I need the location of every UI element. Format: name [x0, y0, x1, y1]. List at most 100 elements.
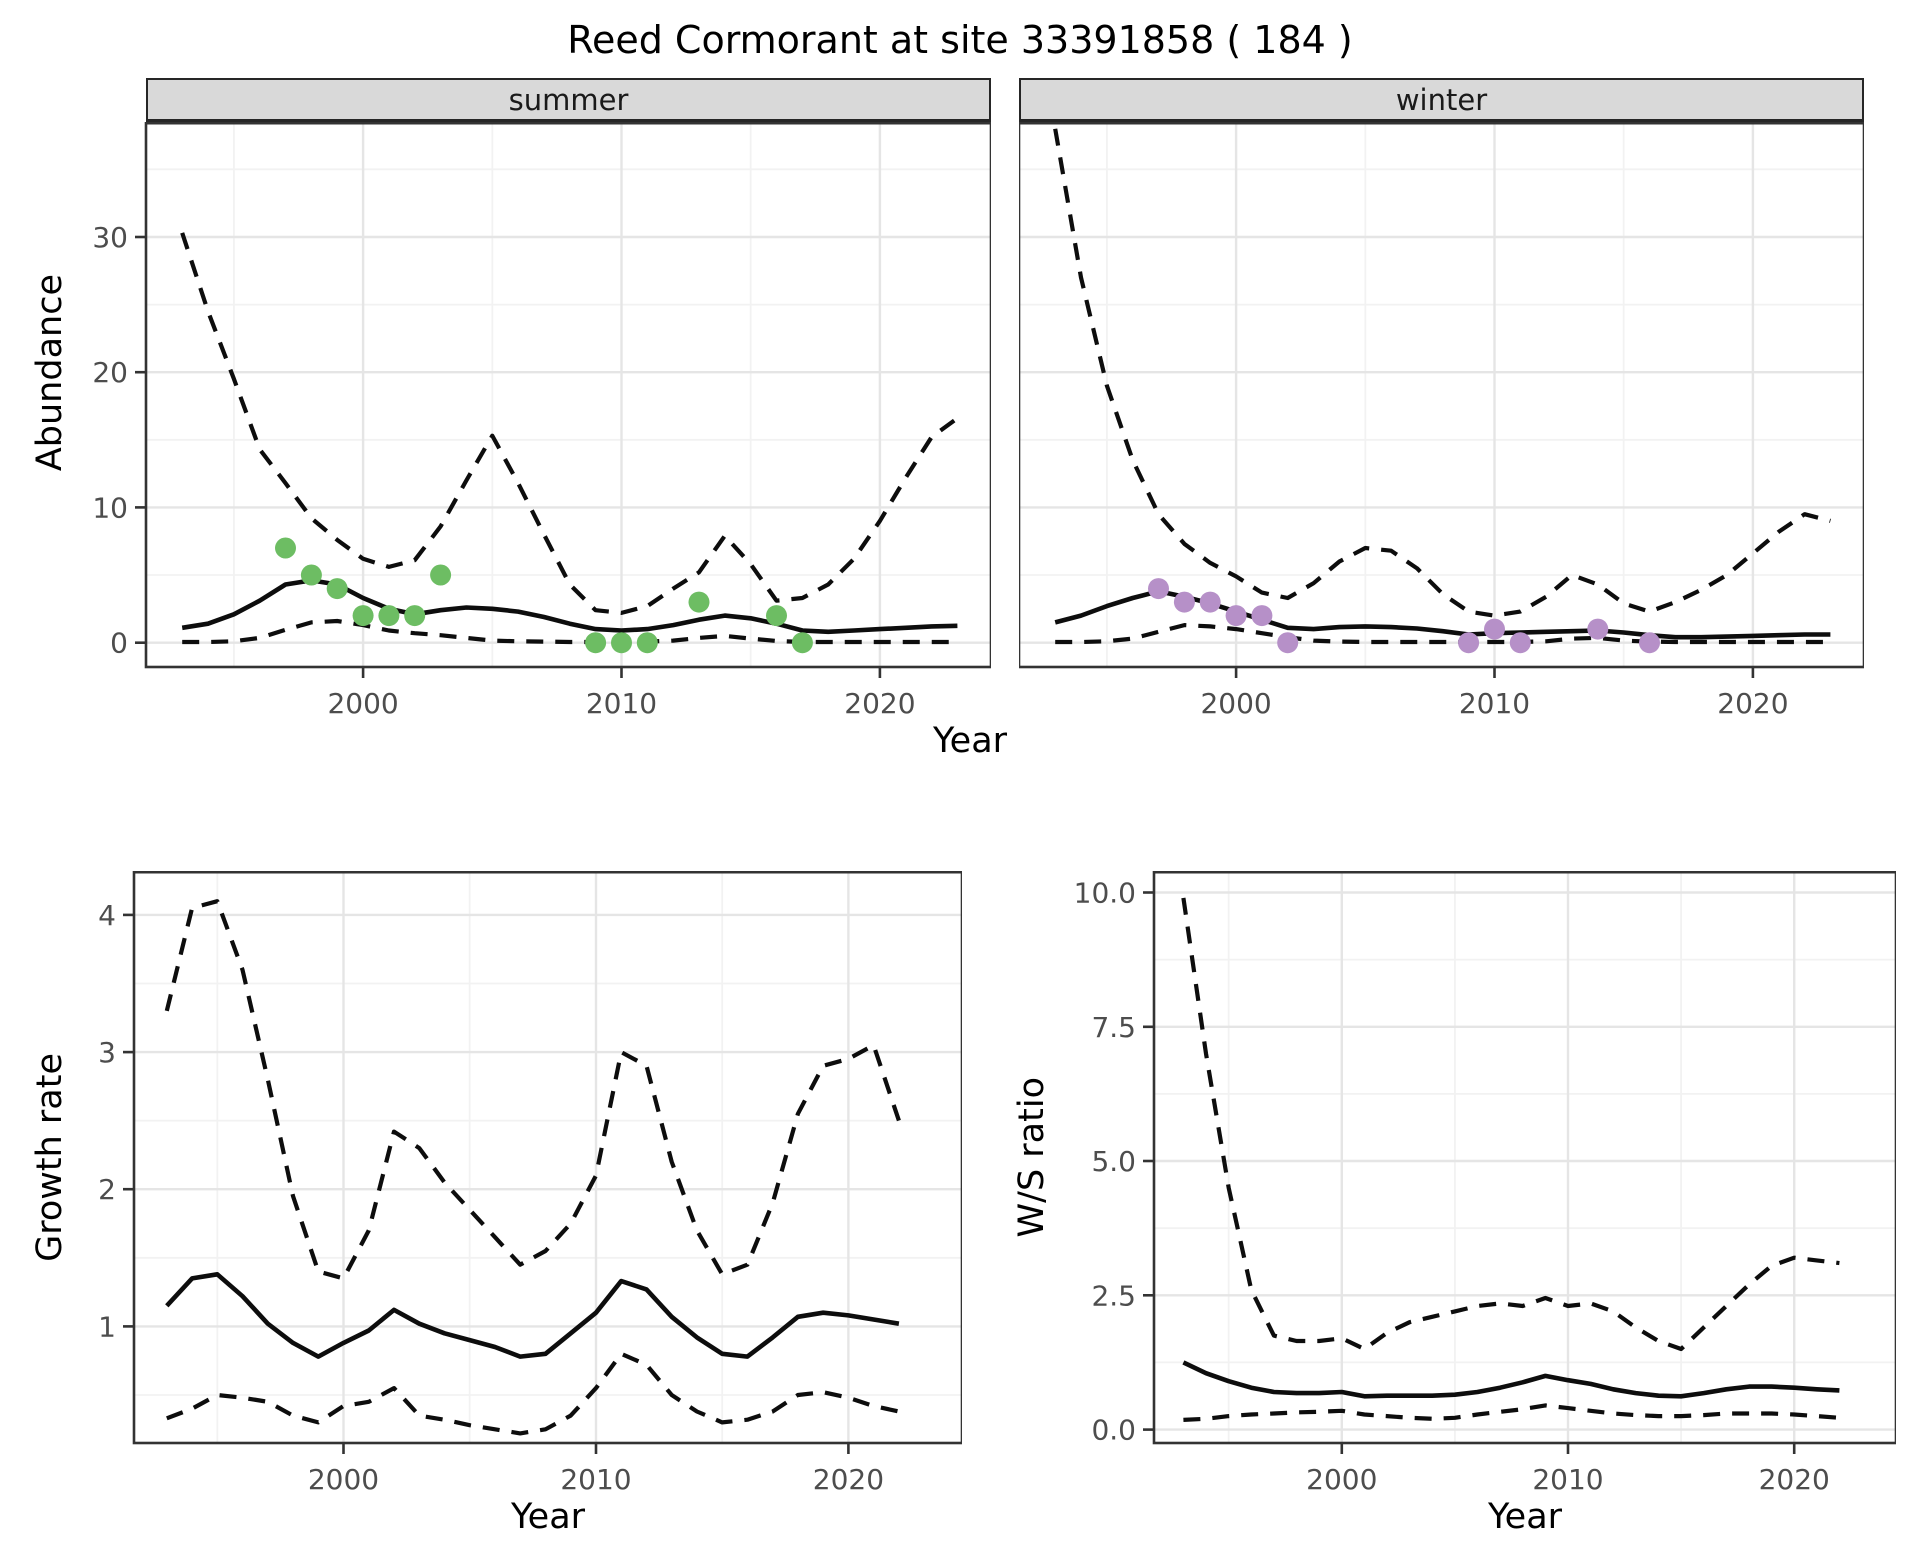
facet-winter: winter 2000 2010 2020 — [1019, 78, 1864, 721]
x-tick-label: 2010 — [586, 687, 657, 720]
x-tick-label: 2000 — [327, 687, 398, 720]
y-tick-label: 20 — [92, 356, 128, 389]
winter-observations — [1148, 578, 1660, 654]
growth-rate-y-axis-title: Growth rate — [30, 1052, 70, 1262]
panel-border — [144, 122, 991, 669]
major-gridlines — [146, 122, 991, 667]
y-tick-label: 1 — [98, 1310, 116, 1343]
observation-point — [1587, 618, 1609, 640]
observation-point — [1148, 578, 1169, 600]
growth-rate-x-axis-title: Year — [510, 1497, 586, 1537]
series-group — [164, 899, 901, 1436]
y-tick-label: 0 — [110, 627, 128, 660]
observation-point — [1251, 605, 1273, 627]
minor-gridlines — [134, 871, 962, 1443]
minor-gridlines — [146, 122, 991, 667]
y-tick-label: 0.0 — [1091, 1414, 1136, 1447]
observation-point — [636, 632, 658, 654]
panel-background — [146, 122, 991, 667]
y-axis: 0.0 2.5 5.0 7.5 10.0 — [1074, 877, 1154, 1447]
x-tick-label: 2020 — [813, 1463, 884, 1496]
observation-point — [275, 537, 296, 559]
series-group — [180, 232, 959, 654]
major-gridlines — [134, 871, 962, 1443]
panel-background — [1019, 122, 1864, 667]
y-tick-label: 7.5 — [1091, 1011, 1136, 1044]
abundance-y-axis-title-column: Abundance — [24, 78, 76, 667]
summer-observations — [275, 537, 813, 654]
observation-point — [1173, 591, 1195, 613]
panel-border — [1152, 871, 1896, 1445]
y-tick-label: 30 — [92, 221, 128, 254]
ws-ratio-y-axis-title-column: W/S ratio — [1006, 871, 1058, 1443]
x-axis: 2000 2010 2020 — [1306, 1443, 1830, 1496]
major-gridlines — [1154, 871, 1896, 1443]
x-axis: 2000 2010 2020 — [308, 1443, 884, 1496]
observation-point — [378, 605, 400, 627]
observation-point — [352, 605, 374, 627]
observation-point — [300, 564, 322, 586]
y-tick-label: 2.5 — [1091, 1279, 1136, 1312]
facet-strip-winter-label: winter — [1395, 82, 1488, 117]
observation-point — [1484, 618, 1505, 640]
observation-point — [326, 578, 348, 600]
ci-upper-line — [180, 232, 959, 615]
ws-ratio-panel: 2000 2010 2020 0.0 2.5 5.0 7.5 10.0 — [1074, 871, 1896, 1496]
mean-line — [1182, 1360, 1840, 1399]
x-axis: 2000 2010 2020 — [1200, 667, 1789, 720]
observation-point — [791, 632, 813, 654]
ws-ratio-plot-column: 2000 2010 2020 0.0 2.5 5.0 7.5 10.0 Year — [1058, 871, 1896, 1537]
x-tick-label: 2020 — [1759, 1463, 1830, 1496]
y-axis: 0 10 20 30 — [92, 221, 146, 660]
ws-ratio-y-axis-title: W/S ratio — [1012, 1076, 1052, 1238]
x-tick-label: 2020 — [844, 687, 915, 720]
minor-gridlines — [1019, 122, 1864, 667]
observation-point — [585, 632, 607, 654]
panel-background — [1154, 871, 1896, 1443]
plot-title: Reed Cormorant at site 33391858 ( 184 ) — [567, 18, 1353, 62]
abundance-panels-row: summer 2000 2010 2020 0 10 20 30 winter 2000 20… — [76, 78, 1864, 721]
growth-rate-figure: Growth rate 2000 2010 2020 1 2 3 4 Year — [24, 871, 962, 1537]
minor-gridlines — [1154, 871, 1896, 1443]
facet-strip-winter: winter — [1019, 78, 1864, 122]
y-tick-label: 10.0 — [1074, 877, 1136, 910]
growth-rate-y-axis-title-column: Growth rate — [24, 871, 76, 1443]
facet-summer: summer 2000 2010 2020 0 10 20 30 — [76, 78, 991, 721]
x-tick-label: 2020 — [1717, 687, 1788, 720]
y-tick-label: 10 — [92, 491, 128, 524]
observation-point — [611, 632, 632, 654]
ws-ratio-figure: W/S ratio 2000 2010 2020 0.0 2.5 5.0 7.5 10.0 Y… — [1006, 871, 1896, 1537]
series-group — [1181, 897, 1840, 1422]
ci-lower-line — [1183, 1403, 1840, 1422]
growth-rate-panel: 2000 2010 2020 1 2 3 4 — [98, 871, 962, 1496]
y-axis: 1 2 3 4 — [98, 899, 134, 1343]
abundance-panels: summer 2000 2010 2020 0 10 20 30 winter 2000 20… — [76, 78, 1864, 761]
abundance-y-axis-title: Abundance — [30, 273, 70, 472]
mean-line — [165, 1271, 900, 1359]
abundance-winter-panel: 2000 2010 2020 — [1019, 122, 1864, 720]
ci-lower-line — [1055, 623, 1831, 645]
observation-point — [1509, 632, 1531, 654]
panel-background — [134, 871, 962, 1443]
facet-strip-summer: summer — [146, 78, 991, 122]
observation-point — [1639, 632, 1660, 654]
observation-point — [430, 564, 452, 586]
x-tick-label: 2000 — [1200, 687, 1271, 720]
x-tick-label: 2010 — [1459, 687, 1530, 720]
x-tick-label: 2000 — [308, 1463, 379, 1496]
x-tick-label: 2000 — [1306, 1463, 1377, 1496]
observation-point — [1277, 632, 1299, 654]
y-tick-label: 3 — [98, 1036, 116, 1069]
x-axis: 2000 2010 2020 — [327, 667, 916, 720]
y-tick-label: 5.0 — [1091, 1145, 1136, 1178]
observation-point — [404, 605, 426, 627]
bottom-figures: Growth rate 2000 2010 2020 1 2 3 4 Year W/S ra… — [24, 871, 1896, 1537]
observation-point — [1199, 591, 1221, 613]
abundance-summer-panel: 2000 2010 2020 0 10 20 30 — [92, 122, 991, 720]
observation-point — [1225, 605, 1247, 627]
y-tick-label: 2 — [98, 1173, 116, 1206]
x-tick-label: 2010 — [560, 1463, 631, 1496]
ci-upper-line — [1053, 128, 1831, 618]
series-group — [1053, 128, 1831, 654]
